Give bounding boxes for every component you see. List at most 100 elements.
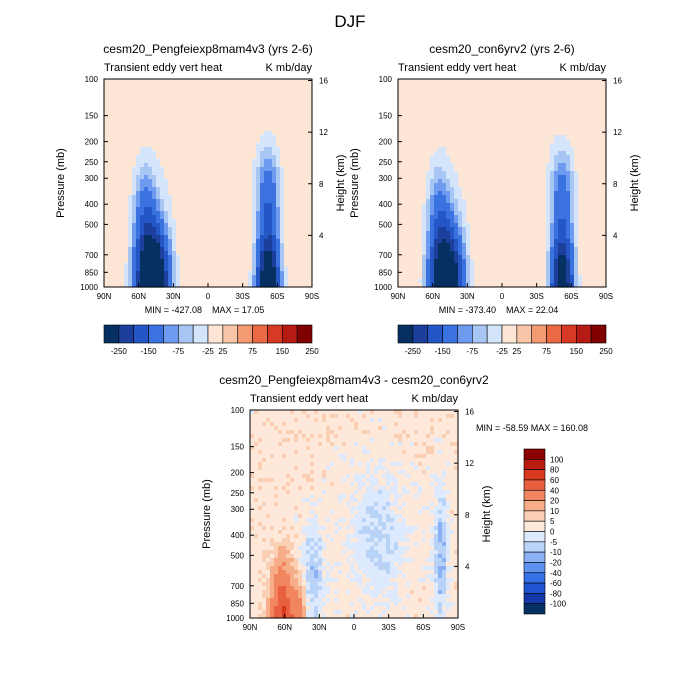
- panel-a-cell: [140, 155, 145, 160]
- panel-a-cell: [176, 143, 181, 148]
- panel-b-cell: [426, 219, 431, 224]
- panel-a-cell: [132, 231, 137, 236]
- panel-a-cell: [216, 103, 221, 108]
- panel-b-cell: [546, 171, 551, 176]
- panel-b-cell: [486, 163, 491, 168]
- panel-a-cell: [156, 83, 161, 88]
- panel-b-cell: [506, 263, 511, 268]
- panel-a-cell: [252, 131, 257, 136]
- panel-b-cell: [414, 95, 419, 100]
- panel-b-cell: [554, 207, 559, 212]
- panel-b-cell: [534, 203, 539, 208]
- panel-a-cell: [188, 171, 193, 176]
- panel-a-cell: [264, 79, 269, 84]
- panel-b-cell: [426, 167, 431, 172]
- panel-b-cell: [506, 179, 511, 184]
- panel-a-cell: [164, 195, 169, 200]
- panel-b-cell: [430, 135, 435, 140]
- panel-b-cell: [546, 139, 551, 144]
- panel-a-cell: [180, 283, 185, 288]
- panel-b-cell: [542, 243, 547, 248]
- panel-a-cell: [224, 271, 229, 276]
- panel-b-cell: [442, 243, 447, 248]
- panel-a-cell: [268, 279, 273, 284]
- panel-b-cell: [550, 183, 555, 188]
- panel-b-cell: [466, 279, 471, 284]
- panel-a-cell: [216, 115, 221, 120]
- panel-a-cell: [276, 107, 281, 112]
- panel-b-cell: [438, 243, 443, 248]
- panel-a-cell: [260, 87, 265, 92]
- panel-a-cell: [160, 163, 165, 168]
- panel-b-cell: [430, 175, 435, 180]
- panel-a-cell: [232, 187, 237, 192]
- panel-a-cell: [140, 151, 145, 156]
- panel-a-cell: [124, 179, 129, 184]
- panel-b-cell: [418, 139, 423, 144]
- panel-b-cell: [474, 111, 479, 116]
- panel-b-cell: [542, 279, 547, 284]
- panel-b-cell: [458, 251, 463, 256]
- panel-a-cell: [284, 259, 289, 264]
- panel-a-cell: [280, 203, 285, 208]
- panel-b-cell: [462, 175, 467, 180]
- panel-a-cell: [188, 119, 193, 124]
- panel-b-cell: [446, 99, 451, 104]
- panel-b-cell: [410, 139, 415, 144]
- panel-a-cell: [108, 111, 113, 116]
- panel-a-cell: [244, 255, 249, 260]
- panel-b-cell: [550, 87, 555, 92]
- panel-a-cell: [112, 143, 117, 148]
- panel-b-cell: [458, 187, 463, 192]
- panel-b-cell: [478, 263, 483, 268]
- panel-a-cell: [136, 83, 141, 88]
- panel-a-cell: [224, 167, 229, 172]
- panel-a-cell: [124, 111, 129, 116]
- panel-b-cell: [558, 227, 563, 232]
- panel-a-cell: [208, 263, 213, 268]
- panel-a-cell: [308, 159, 313, 164]
- panel-b-cell: [478, 119, 483, 124]
- panel-a-cell: [296, 191, 301, 196]
- panel-b-cell: [502, 215, 507, 220]
- panel-a-cell: [256, 227, 261, 232]
- panel-a-cell: [108, 239, 113, 244]
- panel-a-cell: [236, 279, 241, 284]
- panel-b-cell: [494, 163, 499, 168]
- panel-a-cell: [252, 83, 257, 88]
- panel-b-cell: [478, 283, 483, 288]
- panel-b-cell: [486, 159, 491, 164]
- panel-a-cell: [300, 159, 305, 164]
- panel-a-cell: [228, 87, 233, 92]
- panel-b-cell: [498, 283, 503, 288]
- panel-b-cell: [498, 115, 503, 120]
- panel-a-cell: [236, 239, 241, 244]
- panel-b-cell: [502, 275, 507, 280]
- panel-b-cell: [562, 175, 567, 180]
- panel-b-cell: [438, 255, 443, 260]
- panel-b-cell: [410, 135, 415, 140]
- panel-b-cell: [542, 255, 547, 260]
- panel-b-cell: [490, 259, 495, 264]
- panel-a-cell: [260, 79, 265, 84]
- panel-b-cell: [462, 267, 467, 272]
- panel-a-cell: [216, 279, 221, 284]
- panel-b-cell: [422, 195, 427, 200]
- panel-a-cell: [208, 267, 213, 272]
- panel-b-cell: [414, 179, 419, 184]
- panel-a-cell: [172, 187, 177, 192]
- panel-b-cell: [482, 263, 487, 268]
- panel-a-cell: [288, 255, 293, 260]
- panel-b-cell: [470, 143, 475, 148]
- panel-b-cell: [486, 107, 491, 112]
- panel-a-cell: [116, 151, 121, 156]
- panel-a-cell: [208, 99, 213, 104]
- panel-b-cell: [478, 199, 483, 204]
- panel-a-cell: [296, 87, 301, 92]
- panel-b-cell: [450, 83, 455, 88]
- panel-a-cell: [172, 111, 177, 116]
- panel-a-cell: [128, 95, 133, 100]
- panel-a-cell: [152, 231, 157, 236]
- panel-a-cell: [128, 151, 133, 156]
- panel-b-cell: [554, 243, 559, 248]
